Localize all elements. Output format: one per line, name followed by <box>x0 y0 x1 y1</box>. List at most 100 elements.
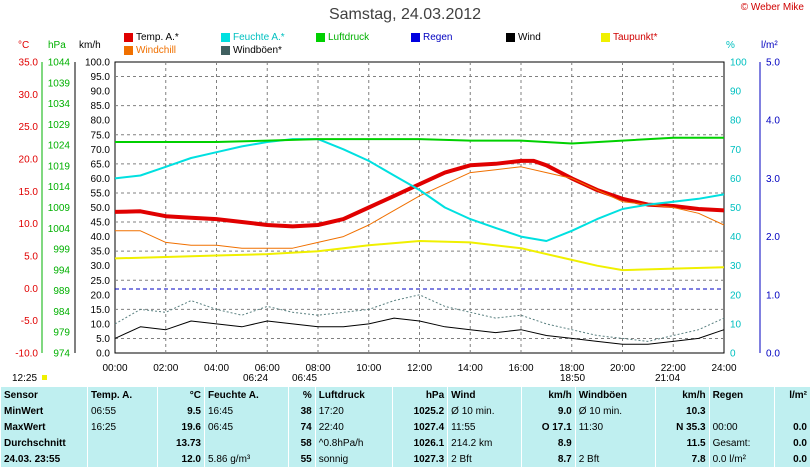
stats-cell: 11.5 <box>655 435 710 451</box>
legend-windchill: Windchill <box>124 45 176 56</box>
stats-cell: Ø 10 min. <box>447 403 522 419</box>
pressure-unit-label: hPa <box>48 40 66 51</box>
stats-header-row: Sensor Temp. A. °C Feuchte A.% Luftdruck hPa W… <box>0 387 810 403</box>
moon-label: 21:04 <box>655 373 680 384</box>
stats-cell <box>574 435 656 451</box>
wind-tick-label: 85.0 <box>91 101 111 112</box>
x-tick-label: 12:00 <box>407 363 432 374</box>
humidity-unit-label: % <box>726 40 735 51</box>
stats-header-cell: km/h <box>520 387 576 403</box>
legend-swatch <box>506 33 515 42</box>
rain-tick-label: 1.0 <box>766 290 780 301</box>
stats-cell: 2 Bft <box>447 451 522 467</box>
wind-tick-label: 55.0 <box>91 188 111 199</box>
stats-row-label: 24.03. 23:55 <box>0 451 88 467</box>
stats-row: Durchschnitt 13.73 58 ^0.8hPa/h 1026.1 214.2 … <box>0 435 810 451</box>
legend-humidity: Feuchte A.* <box>221 32 285 43</box>
stats-cell: 8.7 <box>520 451 576 467</box>
stats-cell: 2 Bft <box>574 451 656 467</box>
temp-tick-label: 15.0 <box>19 187 39 198</box>
stats-header-cell: hPa <box>392 387 448 403</box>
stats-cell: 214.2 km <box>447 435 522 451</box>
temp-tick-label: 35.0 <box>19 58 39 69</box>
wind-tick-label: 10.0 <box>91 319 111 330</box>
stats-cell: 16:45 <box>203 403 289 419</box>
stats-cell: sonnig <box>314 451 393 467</box>
humidity-tick-label: 100 <box>730 58 747 69</box>
stats-cell: 0.0 <box>773 419 810 435</box>
wind-tick-label: 25.0 <box>91 276 111 287</box>
stats-table: Sensor Temp. A. °C Feuchte A.% Luftdruck hPa W… <box>0 387 810 467</box>
x-tick-label: 06:00 <box>255 363 280 374</box>
wind-tick-label: 75.0 <box>91 130 111 141</box>
stats-cell: 58 <box>288 435 316 451</box>
stats-cell: 0.0 l/m² <box>708 451 775 467</box>
stats-cell: 1027.3 <box>392 451 448 467</box>
wind-tick-label: 20.0 <box>91 290 111 301</box>
stats-cell: 11:30 <box>574 419 656 435</box>
stats-header-cell: km/h <box>655 387 710 403</box>
stats-header-cell: Luftdruck <box>314 387 393 403</box>
pressure-tick-label: 1034 <box>48 99 71 110</box>
wind-tick-label: 35.0 <box>91 247 111 258</box>
legend-rain: Regen <box>411 32 452 43</box>
stats-cell: 11:55 <box>447 419 522 435</box>
pressure-tick-label: 1019 <box>48 161 71 172</box>
legend-swatch <box>124 46 133 55</box>
stats-cell: 00:00 <box>708 419 775 435</box>
x-tick-label: 20:00 <box>610 363 635 374</box>
stats-header-cell: °C <box>157 387 205 403</box>
temp-tick-label: 0.0 <box>24 284 38 295</box>
wind-tick-label: 95.0 <box>91 72 111 83</box>
x-tick-label: 00:00 <box>102 363 127 374</box>
pressure-tick-label: 994 <box>53 265 70 276</box>
stats-cell: 13.73 <box>157 435 205 451</box>
wind-tick-label: 15.0 <box>91 305 111 316</box>
x-tick-label: 02:00 <box>153 363 178 374</box>
temp-tick-label: 10.0 <box>19 219 39 230</box>
temp-tick-label: -10.0 <box>15 349 38 360</box>
humidity-tick-label: 40 <box>730 232 742 243</box>
stats-cell: 0.0 <box>773 451 810 467</box>
series-line <box>114 240 725 272</box>
stats-cell: O 17.1 <box>520 419 576 435</box>
stats-cell: Ø 10 min. <box>574 403 656 419</box>
pressure-tick-label: 984 <box>53 307 70 318</box>
legend-dewpoint: Taupunkt* <box>601 32 657 43</box>
series-line <box>114 158 725 229</box>
wind-tick-label: 80.0 <box>91 116 111 127</box>
series-line <box>115 136 724 145</box>
stats-cell <box>708 403 775 419</box>
wind-tick-label: 30.0 <box>91 261 111 272</box>
pressure-tick-label: 979 <box>53 328 70 339</box>
series-line <box>115 166 725 249</box>
x-tick-label: 22:00 <box>661 363 686 374</box>
stats-cell <box>86 435 158 451</box>
clock-marker <box>42 375 47 380</box>
humidity-tick-label: 30 <box>730 261 742 272</box>
stats-cell <box>203 435 289 451</box>
temp-tick-label: 30.0 <box>19 90 39 101</box>
wind-tick-label: 65.0 <box>91 159 111 170</box>
stats-row: MinWert 06:55 9.5 16:45 38 17:20 1025.2 Ø 10 mi… <box>0 403 810 419</box>
rain-unit-label: l/m² <box>761 40 778 51</box>
stats-cell: Gesamt: <box>708 435 775 451</box>
humidity-tick-label: 0 <box>730 349 736 360</box>
x-tick-label: 08:00 <box>305 363 330 374</box>
series-line <box>114 317 725 345</box>
stats-header-cell: Windböen <box>574 387 656 403</box>
stats-cell <box>773 403 810 419</box>
wind-tick-label: 40.0 <box>91 232 111 243</box>
humidity-tick-label: 20 <box>730 290 742 301</box>
stats-header-cell: Wind <box>447 387 522 403</box>
pressure-tick-label: 1039 <box>48 78 71 89</box>
x-tick-label: 14:00 <box>458 363 483 374</box>
pressure-tick-label: 1009 <box>48 203 71 214</box>
stats-cell <box>86 451 158 467</box>
series-line <box>114 138 725 242</box>
humidity-tick-label: 60 <box>730 174 742 185</box>
stats-cell: 1026.1 <box>392 435 448 451</box>
stats-cell: 1027.4 <box>392 419 448 435</box>
x-tick-label: 24:00 <box>711 363 736 374</box>
stats-cell: 22:40 <box>314 419 393 435</box>
